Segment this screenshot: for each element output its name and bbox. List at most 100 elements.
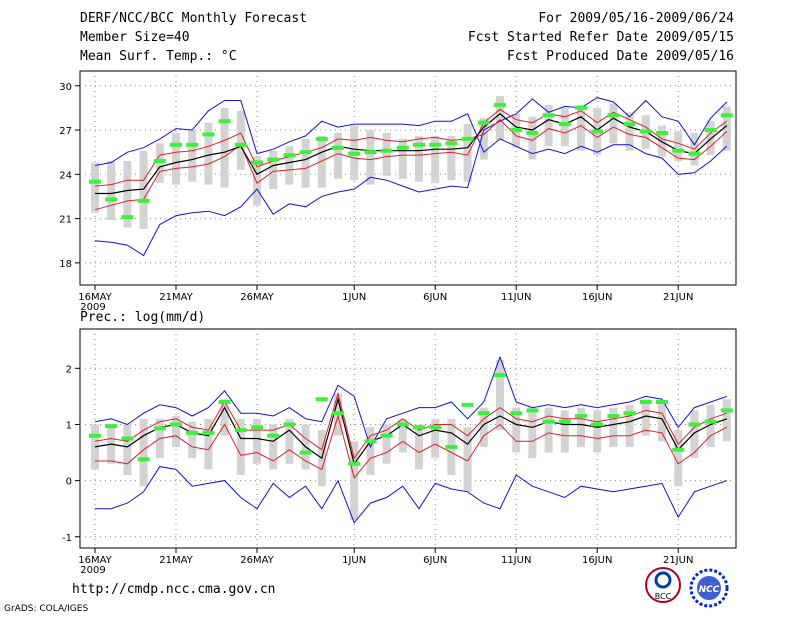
prec-observed-mark [656,400,668,404]
prec-spread-bar [91,424,99,470]
temp-spread-bar [528,116,537,160]
prec-spread-bar [528,407,537,459]
prec-observed-mark [89,433,101,438]
temp-observed-mark [445,141,458,146]
prec-observed-mark [153,426,166,431]
prec-spread-bar [204,418,213,470]
temp-observed-mark [413,142,425,147]
temp-spread-bar [544,104,553,147]
prec-spread-bar [382,424,391,464]
prec-spread-bar [188,421,197,459]
prec-observed-mark [575,414,587,419]
member-size: Member Size=40 [80,30,190,45]
prec-observed-mark [380,433,393,438]
temp-observed-mark [137,198,150,203]
prec-spread-bar [463,427,472,492]
prec-observed-mark [510,411,523,416]
prec-spread-bar [366,427,375,475]
temp-observed-mark [720,113,733,118]
temp-observed-mark [364,150,377,155]
temp-xtick-label: 6JUN [423,292,447,303]
prec-observed-mark [591,422,604,427]
temp-spread-bar [236,110,245,170]
prec-xtick-label: 21JUN [663,555,693,566]
prec-observed-mark [558,419,571,424]
temp-observed-mark [477,120,490,125]
temp-xtick-label: 16JUN [582,292,612,303]
chart-title: DERF/NCC/BCC Monthly Forecast [80,11,307,26]
temp-xtick-label: 11JUN [501,292,531,303]
prec-label: Prec.: log(mm/d) [80,310,206,325]
prec-observed-mark [477,411,490,416]
prec-observed-mark [218,400,231,404]
temp-spread-bar [722,106,731,151]
prec-observed-mark [348,461,361,466]
temp-xtick-label: 16MAY [78,292,112,303]
prec-xtick-label: 21MAY [159,555,193,566]
prec-observed-mark [234,428,247,433]
temp-observed-mark [267,157,280,162]
temp-spread-bar [188,130,197,182]
prec-spread-bar [544,407,553,453]
temp-observed-mark [380,148,393,153]
temp-xtick-label: 21JUN [663,292,693,303]
prec-spread-bar [722,399,731,442]
temp-spread-bar [415,135,423,182]
prec-ytick-label: 2 [66,364,72,375]
temp-observed-mark [348,151,361,156]
prec-spread-bar [658,402,666,442]
prec-observed-mark [315,397,328,402]
prec-spread-bar [123,424,132,475]
temp-xtick-label: 26MAY [240,292,274,303]
prec-spread-bar [690,410,699,459]
temp-spread-bar [172,132,180,185]
temp-spread-bar [560,107,569,147]
prec-observed-mark [202,430,215,435]
prec-spread-bar [253,418,261,464]
temp-observed-mark [332,145,344,150]
prec-ytick-label: -1 [62,533,72,544]
temp-spread-bar [107,161,116,221]
prec-spread-bar [593,410,602,453]
prec-observed-mark [720,408,733,413]
temp-spread-bar [317,135,326,188]
temp-spread-bar [577,104,585,151]
temp-observed-mark [639,129,652,134]
prec-observed-mark [186,430,199,435]
prec-observed-mark [429,425,442,430]
prec-spread-bar [625,404,634,447]
prec-spread-bar [674,430,683,487]
temp-spread-bar [269,150,278,190]
temp-spread-bar [366,130,375,185]
temp-observed-mark [299,150,312,155]
variable-label: Mean Surf. Temp.: °C [80,49,237,64]
temp-observed-mark [251,160,263,165]
temp-spread-bar [285,146,294,185]
prec-spread-bar [577,407,585,447]
temp-spread-bar [253,156,261,206]
prec-spread-bar [641,399,650,436]
prec-spread-bar [706,404,715,447]
website-link[interactable]: http://cmdp.ncc.cma.gov.cn [72,582,276,597]
prec-observed-mark [283,422,296,427]
temp-observed-mark [234,142,247,147]
temp-lower-line [94,119,728,187]
temp-spread-bar [155,143,164,184]
prec-spread-bar [512,407,521,453]
prec-spread-bar [285,418,294,464]
temp-spread-bar [334,132,342,179]
temp-observed-mark [558,122,571,127]
prec-xtick-label: 11JUN [501,555,531,566]
prec-observed-mark [396,422,409,427]
temp-spread-bar [204,122,213,185]
prec-spread-bar [609,407,618,447]
temp-spread-bar [431,135,440,184]
prec-xtick-label: 16MAY [78,555,112,566]
prec-observed-mark [704,419,717,424]
temp-spread-bar [220,107,229,188]
prec-spread-bar [269,424,278,470]
prec-observed-mark [688,422,701,427]
temp-observed-mark [542,113,555,118]
temp-observed-mark [510,128,523,133]
